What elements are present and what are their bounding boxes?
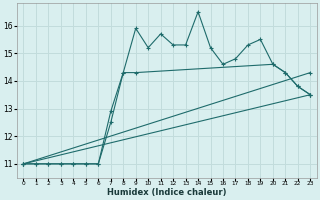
X-axis label: Humidex (Indice chaleur): Humidex (Indice chaleur) bbox=[107, 188, 227, 197]
